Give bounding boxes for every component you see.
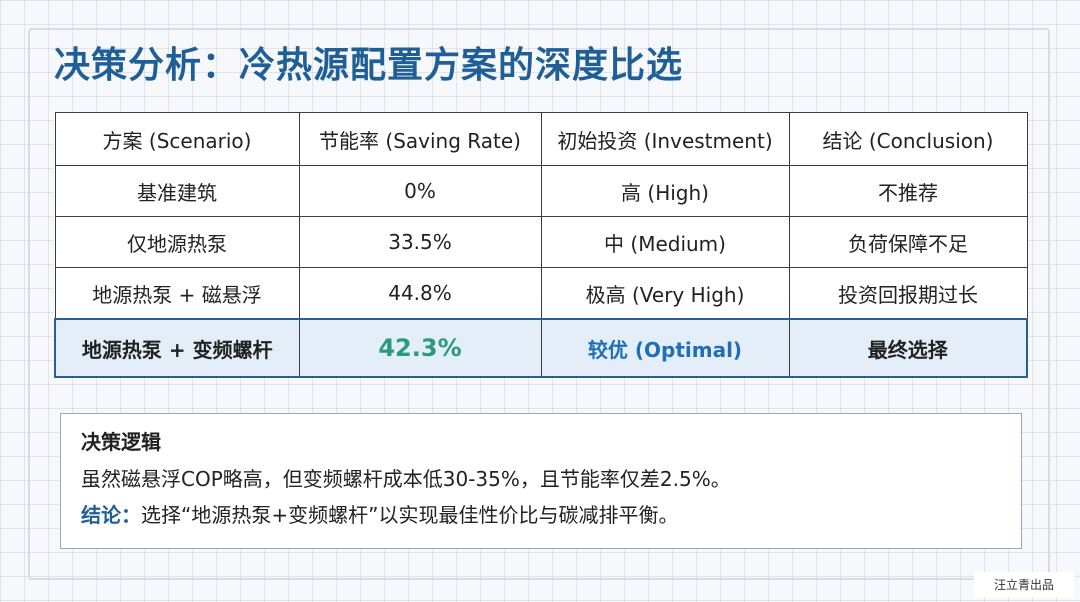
cell-conclusion: 最终选择 xyxy=(788,318,1028,378)
column-header-scenario: 方案 (Scenario) xyxy=(54,112,300,166)
cell-saving-rate: 44.8% xyxy=(298,267,542,320)
cell-scenario: 地源热泵 + 变频螺杆 xyxy=(54,318,300,378)
cell-investment: 较优 (Optimal) xyxy=(540,318,790,378)
decision-logic-reason: 虽然磁悬浮COP略高，但变频螺杆成本低30-35%，且节能率仅差2.5%。 xyxy=(81,467,731,491)
table-row: 基准建筑 0% 高 (High) 不推荐 xyxy=(54,165,1028,217)
table-header-row: 方案 (Scenario) 节能率 (Saving Rate) 初始投资 (In… xyxy=(54,112,1028,166)
decision-logic-conclusion: 结论：选择“地源热泵+变频螺杆”以实现最佳性价比与碳减排平衡。 xyxy=(81,500,1001,530)
cell-conclusion: 负荷保障不足 xyxy=(788,216,1028,268)
decision-logic-box: 决策逻辑 虽然磁悬浮COP略高，但变频螺杆成本低30-35%，且节能率仅差2.5… xyxy=(60,413,1022,549)
column-header-conclusion: 结论 (Conclusion) xyxy=(788,112,1028,166)
cell-scenario: 地源热泵 + 磁悬浮 xyxy=(54,267,300,320)
cell-saving-rate: 42.3% xyxy=(298,318,542,378)
conclusion-text: 选择“地源热泵+变频螺杆”以实现最佳性价比与碳减排平衡。 xyxy=(141,503,679,527)
cell-investment: 高 (High) xyxy=(540,165,790,217)
comparison-table: 方案 (Scenario) 节能率 (Saving Rate) 初始投资 (In… xyxy=(54,112,1028,378)
cell-investment: 极高 (Very High) xyxy=(540,267,790,320)
table-row: 地源热泵 + 磁悬浮 44.8% 极高 (Very High) 投资回报期过长 xyxy=(54,267,1028,320)
cell-scenario: 基准建筑 xyxy=(54,165,300,217)
cell-saving-rate: 33.5% xyxy=(298,216,542,268)
cell-scenario: 仅地源热泵 xyxy=(54,216,300,268)
decision-logic-heading: 决策逻辑 xyxy=(81,430,161,454)
page-title: 决策分析：冷热源配置方案的深度比选 xyxy=(54,45,684,86)
slide-frame xyxy=(28,28,1050,580)
column-header-saving-rate: 节能率 (Saving Rate) xyxy=(298,112,542,166)
column-header-investment: 初始投资 (Investment) xyxy=(540,112,790,166)
cell-investment: 中 (Medium) xyxy=(540,216,790,268)
author-watermark: 汪立青出品 xyxy=(974,572,1074,598)
cell-conclusion: 不推荐 xyxy=(788,165,1028,217)
table-row: 仅地源热泵 33.5% 中 (Medium) 负荷保障不足 xyxy=(54,216,1028,268)
cell-conclusion: 投资回报期过长 xyxy=(788,267,1028,320)
table-row-highlighted: 地源热泵 + 变频螺杆 42.3% 较优 (Optimal) 最终选择 xyxy=(54,318,1028,378)
conclusion-label: 结论： xyxy=(81,503,141,527)
cell-saving-rate: 0% xyxy=(298,165,542,217)
